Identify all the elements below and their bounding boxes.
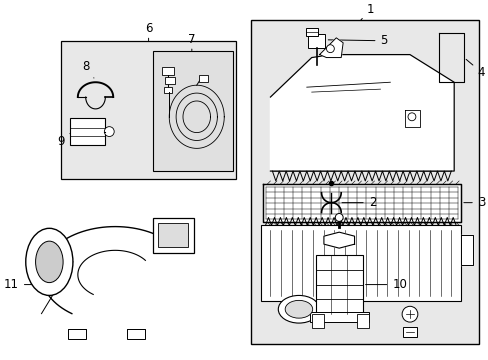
Bar	[70, 118, 105, 145]
Bar	[165, 77, 175, 84]
Bar	[315, 255, 362, 314]
Polygon shape	[319, 38, 343, 58]
Ellipse shape	[36, 241, 63, 283]
Bar	[61, 41, 236, 179]
Bar	[307, 34, 325, 48]
Circle shape	[407, 113, 415, 121]
Bar	[152, 219, 193, 253]
Polygon shape	[323, 232, 354, 248]
Text: 7: 7	[188, 33, 195, 51]
Bar	[164, 87, 172, 93]
Polygon shape	[270, 55, 453, 171]
Text: 10: 10	[365, 278, 407, 291]
Bar	[127, 329, 144, 339]
Text: 9: 9	[58, 134, 70, 148]
Ellipse shape	[285, 300, 312, 318]
Circle shape	[326, 45, 334, 53]
Text: 1: 1	[360, 3, 374, 20]
Text: 11: 11	[4, 278, 39, 291]
Bar	[402, 327, 416, 337]
Text: 8: 8	[82, 60, 94, 78]
Bar	[305, 28, 317, 36]
Bar	[152, 51, 233, 171]
Bar	[162, 67, 174, 75]
Bar	[198, 75, 207, 82]
Text: 2: 2	[341, 196, 375, 209]
Text: 5: 5	[327, 34, 387, 47]
Bar	[356, 314, 368, 328]
Text: 3: 3	[463, 196, 484, 209]
Text: 4: 4	[465, 59, 484, 79]
Circle shape	[104, 127, 114, 136]
Bar	[68, 329, 85, 339]
Bar	[260, 225, 460, 301]
Bar	[309, 312, 368, 322]
Ellipse shape	[278, 296, 319, 323]
Ellipse shape	[26, 228, 73, 296]
Circle shape	[401, 306, 417, 322]
Bar	[158, 224, 187, 247]
Bar	[250, 20, 478, 344]
Bar	[311, 314, 323, 328]
Circle shape	[335, 213, 343, 221]
Polygon shape	[460, 235, 472, 265]
Text: 6: 6	[144, 22, 152, 41]
Polygon shape	[41, 226, 174, 314]
Bar	[262, 184, 460, 222]
